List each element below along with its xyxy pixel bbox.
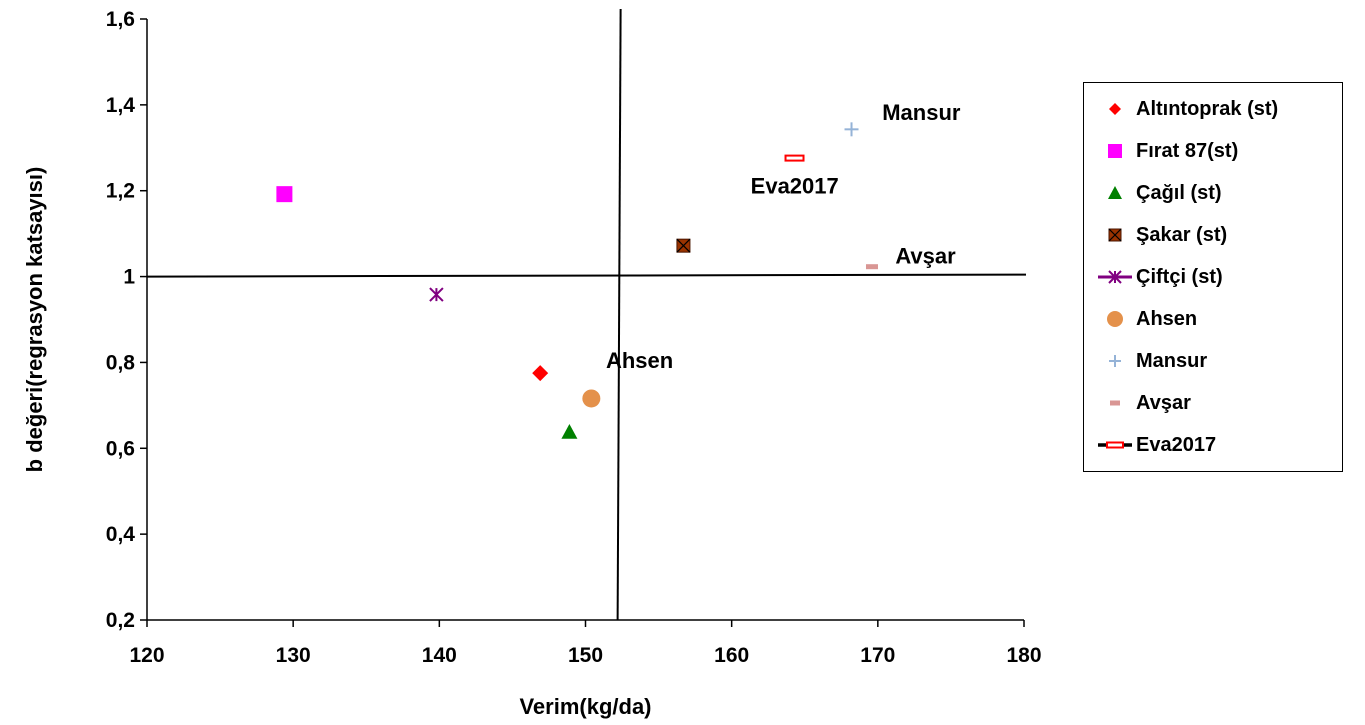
data-point — [844, 122, 859, 137]
legend-symbol — [1098, 270, 1132, 284]
x-axis-ticks: 120 130 140 150 160 170 180 — [129, 620, 1042, 667]
data-point — [276, 186, 293, 203]
y-tick-label: 1 — [123, 266, 135, 289]
reference-lines — [146, 8, 1027, 621]
legend-label: Ahsen — [1136, 307, 1198, 330]
legend-symbol — [1109, 355, 1121, 367]
legend-item: Avşar — [1084, 383, 1342, 423]
point-annotation: Eva2017 — [751, 174, 839, 199]
legend-item: Mansur — [1084, 341, 1342, 381]
point-annotation: Ahsen — [606, 348, 673, 373]
y-tick-label: 0,2 — [106, 609, 135, 632]
y-axis-title: b değeri(regrasyon katsayısı) — [22, 167, 47, 473]
legend-label: Avşar — [1136, 391, 1191, 414]
x-tick-label: 130 — [276, 644, 311, 667]
y-tick-label: 0,8 — [106, 351, 136, 374]
legend-item: Eva2017 — [1084, 425, 1342, 465]
x-tick-label: 160 — [714, 644, 749, 667]
legend-symbol — [1108, 186, 1122, 199]
y-tick-label: 1,6 — [106, 8, 135, 31]
legend-label: Fırat 87(st) — [1136, 139, 1239, 162]
x-tick-label: 140 — [422, 644, 457, 667]
horizontal-reference-line — [146, 273, 1027, 278]
legend-item: Çiftçi (st) — [1084, 257, 1342, 297]
legend-label: Eva2017 — [1136, 433, 1217, 456]
legend-label: Çiftçi (st) — [1136, 265, 1223, 288]
x-axis-title: Verim(kg/da) — [519, 694, 651, 719]
legend-label: Çağıl (st) — [1136, 181, 1222, 204]
x-tick-label: 120 — [129, 644, 164, 667]
x-tick-label: 150 — [568, 644, 603, 667]
legend-item: Fırat 87(st) — [1084, 131, 1342, 171]
point-annotation: Mansur — [882, 100, 961, 125]
legend-item: Şakar (st) — [1084, 215, 1342, 255]
x-tick-label: 180 — [1006, 644, 1041, 667]
data-point — [532, 365, 549, 382]
data-point — [429, 287, 444, 302]
legend-symbol — [1108, 144, 1122, 158]
legend-label: Şakar (st) — [1136, 223, 1228, 246]
data-point — [784, 154, 805, 162]
legend-symbol — [1109, 103, 1121, 115]
data-points — [276, 122, 878, 439]
data-point — [676, 238, 691, 253]
legend-item: Altıntoprak (st) — [1084, 89, 1342, 129]
point-annotation: Avşar — [895, 243, 956, 268]
y-tick-label: 0,4 — [106, 523, 136, 546]
y-tick-label: 1,2 — [106, 180, 135, 203]
legend: Altıntoprak (st) Fırat 87(st) Çağıl (st) Şa… — [1083, 82, 1343, 472]
legend-symbol — [1098, 441, 1132, 449]
legend-label: Altıntoprak (st) — [1136, 97, 1279, 120]
y-tick-label: 1,4 — [106, 94, 136, 117]
data-point — [865, 264, 878, 270]
legend-symbol — [1108, 228, 1122, 242]
legend-item: Ahsen — [1084, 299, 1342, 339]
x-tick-label: 170 — [860, 644, 895, 667]
vertical-reference-line — [616, 8, 622, 621]
y-tick-label: 0,6 — [106, 437, 135, 460]
legend-symbol — [1110, 400, 1120, 406]
data-point — [582, 389, 601, 408]
legend-item: Çağıl (st) — [1084, 173, 1342, 213]
legend-label: Mansur — [1136, 349, 1208, 372]
y-axis-ticks: 0,2 0,4 0,6 0,8 1 1,2 1,4 1,6 — [106, 8, 147, 632]
data-point — [561, 423, 578, 439]
legend-symbol — [1107, 311, 1123, 327]
point-annotations: Mansur Eva2017 Avşar Ahsen — [606, 100, 961, 373]
